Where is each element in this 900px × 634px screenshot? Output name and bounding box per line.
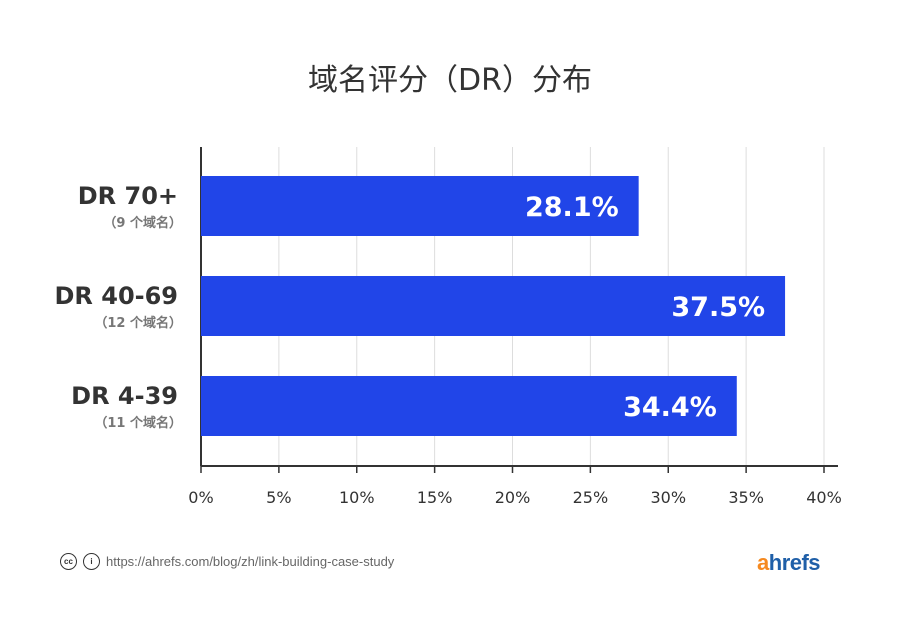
- footer: cc i https://ahrefs.com/blog/zh/link-bui…: [60, 553, 394, 570]
- data-label: 28.1%: [525, 192, 619, 223]
- data-label: 34.4%: [623, 392, 717, 423]
- category-sublabel: （11 个域名）: [94, 415, 182, 431]
- category-label: DR 4-39: [71, 382, 178, 410]
- attribution-icon: i: [83, 553, 100, 570]
- chart-title: 域名评分（DR）分布: [308, 63, 592, 98]
- x-tick-label: 25%: [573, 488, 609, 507]
- category-label: DR 40-69: [54, 282, 178, 310]
- category-sublabel: （9 个域名）: [103, 215, 182, 231]
- bar: [201, 376, 737, 436]
- x-tick-label: 15%: [417, 488, 453, 507]
- x-tick-label: 10%: [339, 488, 375, 507]
- x-tick-label: 40%: [806, 488, 842, 507]
- bar: [201, 176, 639, 236]
- data-label: 37.5%: [671, 292, 765, 323]
- bar: [201, 276, 786, 336]
- category-sublabel: （12 个域名）: [94, 315, 182, 331]
- x-tick-label: 20%: [495, 488, 531, 507]
- category-label: DR 70+: [78, 182, 178, 210]
- ahrefs-logo: ahrefs: [757, 550, 821, 575]
- x-tick-label: 35%: [728, 488, 764, 507]
- x-tick-label: 5%: [266, 488, 291, 507]
- source-url[interactable]: https://ahrefs.com/blog/zh/link-building…: [106, 554, 395, 569]
- cc-icon: cc: [60, 553, 77, 570]
- x-tick-label: 30%: [650, 488, 686, 507]
- x-tick-label: 0%: [188, 488, 213, 507]
